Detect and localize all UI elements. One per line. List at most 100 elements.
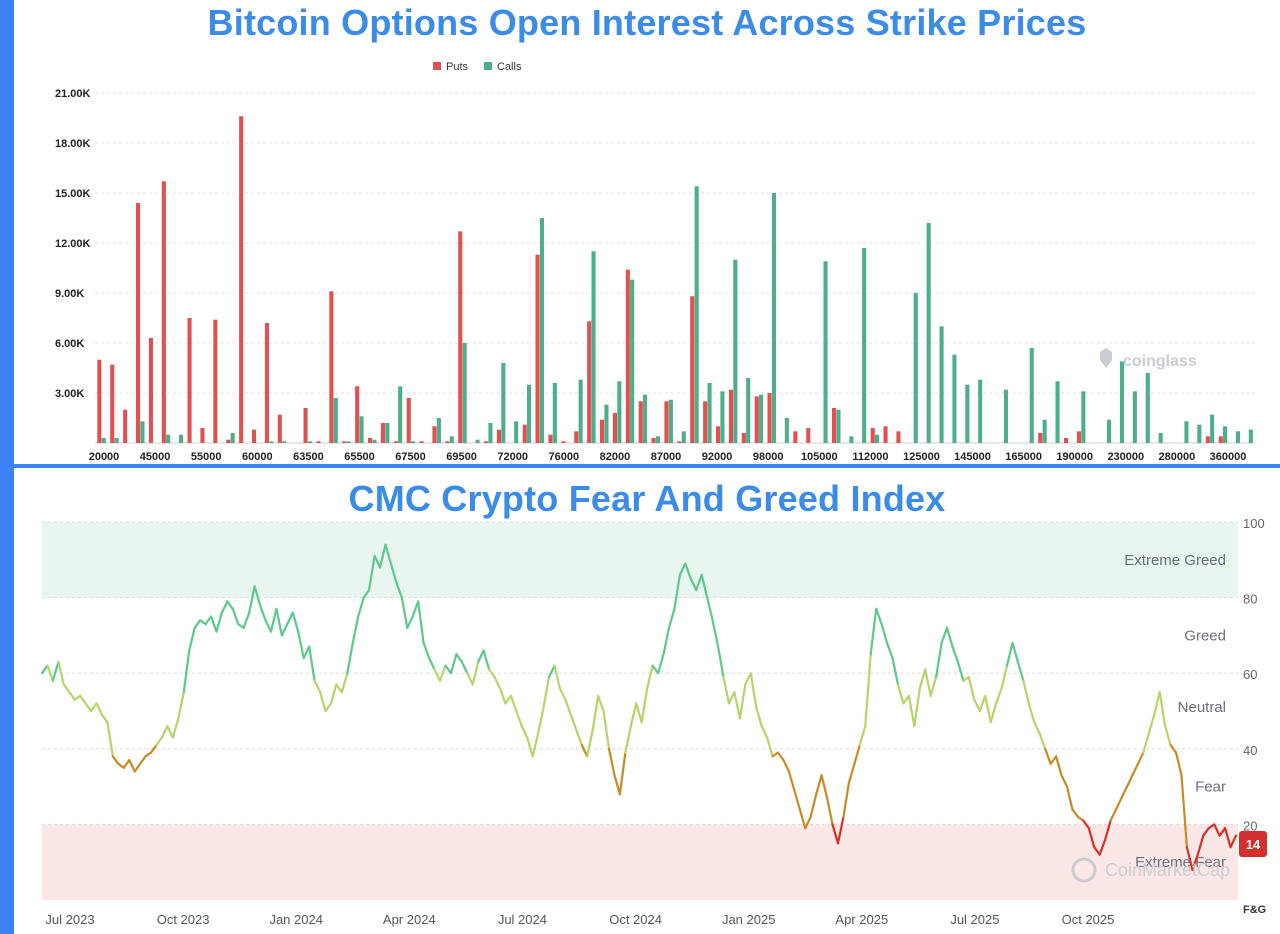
- bar-y-tick-label: 21.00K: [55, 88, 91, 100]
- puts-bar: [690, 296, 695, 443]
- fg-line-segment: [1000, 664, 1009, 690]
- calls-bar: [527, 384, 532, 443]
- fg-line-segment: [591, 694, 600, 732]
- fg-x-tick-label: Jan 2024: [269, 912, 323, 927]
- puts-bar: [239, 116, 244, 444]
- fg-line-segment: [160, 724, 169, 739]
- fg-line-segment: [248, 585, 256, 614]
- puts-bar: [522, 424, 527, 443]
- puts-bar: [612, 413, 617, 443]
- fg-line-segment: [624, 724, 632, 754]
- fg-line-segment: [438, 664, 447, 682]
- current-value-badge: 14: [1239, 831, 1267, 857]
- calls-bar: [965, 384, 970, 443]
- fg-line-segment: [635, 702, 643, 724]
- calls-bar: [952, 354, 957, 443]
- fg-line-segment: [749, 672, 758, 709]
- calls-bar: [604, 404, 609, 443]
- puts-bar: [1038, 433, 1043, 443]
- fg-line-segment: [896, 683, 905, 705]
- puts-bar: [574, 431, 579, 443]
- fg-y-tick-label: 100: [1243, 516, 1265, 531]
- fg-line-segment: [602, 709, 611, 750]
- fg-line-segment: [858, 724, 867, 747]
- fg-line-segment: [744, 672, 752, 686]
- fg-line-segment: [204, 615, 213, 626]
- calls-bar: [746, 378, 751, 443]
- puts-bar: [806, 428, 811, 443]
- fg-line-segment: [711, 619, 720, 648]
- legend-puts-swatch: [433, 62, 441, 70]
- fg-line-segment: [706, 596, 714, 622]
- fg-line-segment: [422, 641, 431, 660]
- fg-line-segment: [586, 728, 594, 758]
- fg-line-segment: [302, 645, 311, 660]
- calls-bar: [759, 394, 764, 443]
- puts-bar: [896, 431, 901, 443]
- fg-line-segment: [815, 774, 823, 796]
- calls-bar: [346, 441, 351, 443]
- fg-line-segment: [678, 562, 687, 577]
- calls-bar: [385, 423, 390, 443]
- fg-line-segment: [924, 668, 932, 698]
- puts-bar: [303, 408, 308, 443]
- coinmarketcap-watermark-text: CoinMarketCap: [1105, 860, 1230, 880]
- fg-line-segment: [1158, 690, 1167, 728]
- fg-line-segment: [700, 573, 709, 599]
- fg-line-segment: [329, 683, 338, 705]
- calls-bar: [1235, 431, 1240, 443]
- calls-bar: [140, 421, 145, 443]
- fg-line-segment: [122, 758, 131, 769]
- puts-bar: [187, 318, 192, 443]
- fg-line-segment: [765, 736, 774, 758]
- bar-y-tick-label: 3.00K: [55, 388, 84, 400]
- calls-bar: [617, 381, 622, 443]
- calls-bar: [668, 399, 673, 443]
- puts-bar: [535, 254, 540, 443]
- puts-bar: [252, 429, 257, 443]
- fg-line-segment: [542, 675, 551, 709]
- puts-bar: [728, 389, 733, 443]
- fg-line-segment: [553, 664, 562, 690]
- calls-bar: [1248, 429, 1253, 443]
- fg-line-segment: [253, 585, 262, 607]
- calls-bar: [462, 343, 467, 443]
- calls-bar: [681, 431, 686, 443]
- fg-line-segment: [1136, 751, 1145, 766]
- calls-bar: [978, 379, 983, 443]
- bar-y-tick-label: 6.00K: [55, 338, 84, 350]
- fg-line-segment: [716, 645, 725, 679]
- zone-label: Fear: [1195, 779, 1226, 796]
- puts-bar: [754, 396, 759, 443]
- fg-line-segment: [1163, 724, 1172, 747]
- fg-line-segment: [351, 615, 360, 645]
- calls-bar: [307, 441, 312, 443]
- fg-line-segment: [526, 736, 534, 758]
- fg-line-segment: [1104, 819, 1112, 841]
- fg-line-segment: [782, 758, 791, 773]
- calls-bar: [1223, 426, 1228, 443]
- calls-bar: [1119, 361, 1124, 443]
- fg-line-segment: [656, 653, 665, 675]
- puts-bar: [716, 426, 721, 443]
- puts-bar: [148, 338, 153, 443]
- puts-bar: [1218, 436, 1223, 443]
- fg-line-segment: [760, 724, 769, 739]
- calls-bar: [862, 248, 867, 443]
- fg-line-segment: [520, 724, 529, 739]
- puts-bar: [136, 203, 141, 443]
- bar-x-tick-label: 92000: [702, 451, 733, 463]
- bar-x-tick-label: 65500: [344, 451, 375, 463]
- calls-bar: [230, 433, 235, 443]
- fg-line-segment: [95, 702, 104, 716]
- fg-line-segment: [825, 796, 834, 826]
- fg-line-segment: [46, 664, 55, 682]
- fg-line-segment: [280, 622, 289, 637]
- fg-line-segment: [1125, 774, 1134, 788]
- fg-line-segment: [984, 694, 992, 724]
- options-chart-title: Bitcoin Options Open Interest Across Str…: [207, 2, 1087, 43]
- fg-line-segment: [629, 702, 638, 728]
- fg-line-segment: [662, 626, 671, 656]
- fg-line-segment: [89, 702, 98, 713]
- fg-line-segment: [199, 619, 207, 626]
